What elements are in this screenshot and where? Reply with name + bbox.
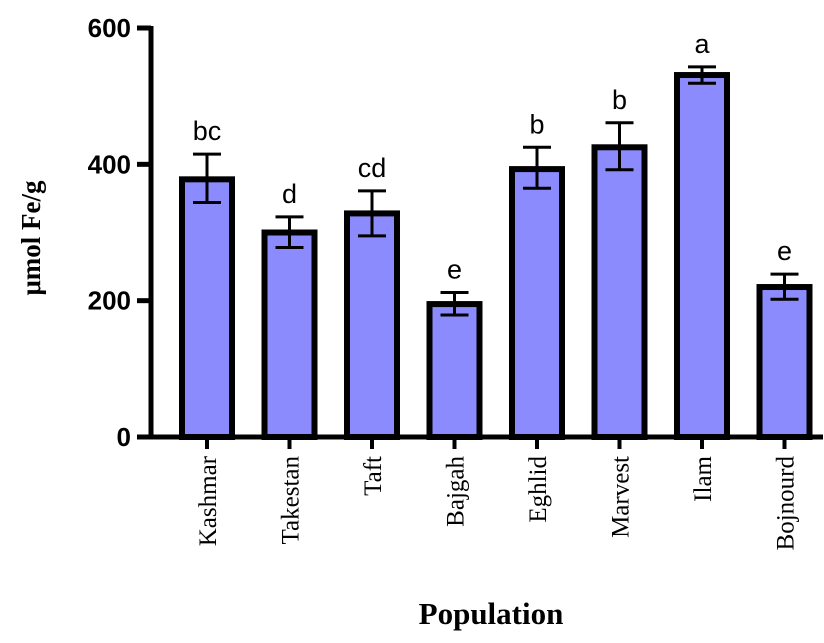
bar-ilam [674, 72, 730, 440]
x-tick-label-takestan: Takestan [278, 456, 305, 545]
x-tick-label-taft: Taft [360, 456, 387, 496]
significance-letter-eghlid: b [529, 109, 544, 139]
y-axis-label: μmol Fe/g [16, 180, 46, 296]
significance-letter-marvest: b [612, 85, 627, 115]
axes-layer [137, 25, 823, 449]
labels-layer: bc Kashmar d Takestan cd Taft e Bajgah b Eghlid b M… [88, 13, 800, 550]
bar-bojnourd [756, 284, 813, 440]
significance-letter-taft: cd [358, 153, 387, 183]
bars-layer [179, 65, 813, 441]
x-tick-label-bojnourd: Bojnourd [773, 456, 800, 551]
x-tick-label-eghlid: Eghlid [525, 456, 552, 523]
bar-eghlid [509, 166, 565, 440]
x-tick-label-bajgah: Bajgah [443, 456, 470, 527]
y-tick-label-0: 0 [117, 422, 131, 452]
significance-letter-bojnourd: e [777, 236, 792, 266]
bar-takestan [261, 229, 318, 440]
bar-kashmar [179, 176, 235, 441]
significance-letter-ilam: a [694, 29, 710, 59]
significance-letter-bajgah: e [447, 254, 462, 284]
bar-marvest [591, 144, 648, 441]
bar-taft [344, 210, 400, 440]
bar-bajgah [426, 301, 483, 441]
significance-letter-takestan: d [282, 179, 297, 209]
y-tick-label-600: 600 [88, 13, 131, 43]
x-tick-label-kashmar: Kashmar [195, 455, 222, 546]
y-tick-label-400: 400 [88, 149, 131, 179]
x-tick-label-ilam: Ilam [690, 455, 717, 501]
y-tick-label-200: 200 [88, 286, 131, 316]
significance-letter-kashmar: bc [193, 116, 222, 146]
x-axis-label: Population [419, 596, 564, 631]
x-tick-label-marvest: Marvest [608, 456, 635, 538]
